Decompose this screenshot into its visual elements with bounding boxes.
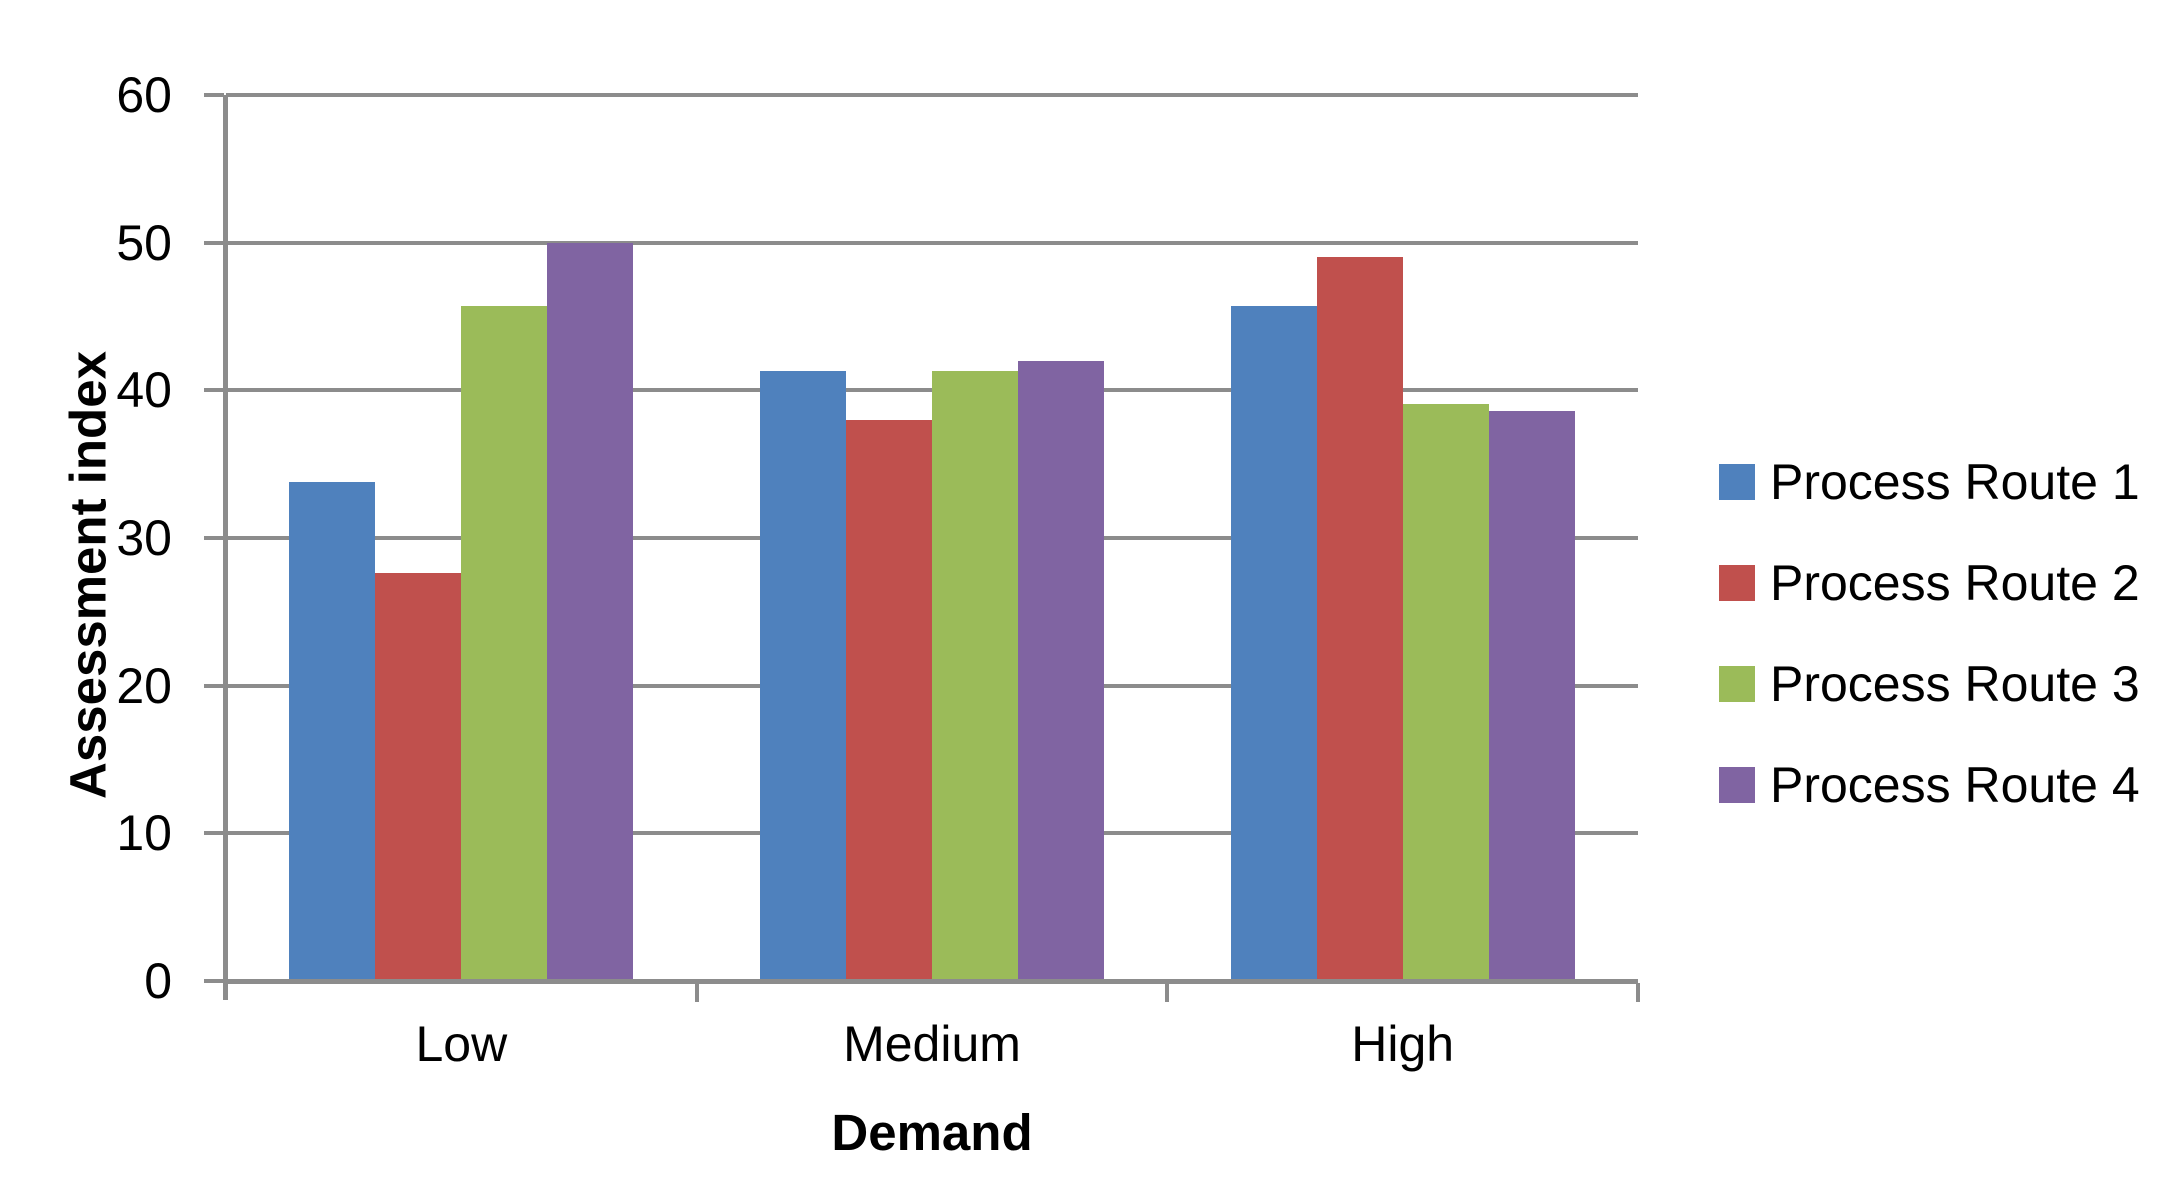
bar-process-route-1-medium [760,371,846,981]
bar-process-route-3-medium [932,371,1018,981]
x-axis-tick [1636,983,1640,1002]
x-category-label-medium: Medium [843,1016,1021,1072]
legend-label: Process Route 2 [1770,554,2140,611]
y-tick-label: 10 [116,805,172,862]
y-tick-label: 60 [116,67,172,123]
legend-label: Process Route 4 [1770,756,2140,813]
legend-entry: Process Route 1 [1719,457,2140,507]
bar-process-route-4-low [547,242,634,981]
y-tick-label: 30 [116,510,172,566]
y-axis-tick [204,536,224,540]
bar-process-route-3-high [1402,403,1489,981]
y-axis-tick [204,93,224,97]
legend-swatch-icon [1719,463,1755,500]
gridline [226,240,1638,245]
x-axis-title: Demand [831,1104,1033,1161]
y-tick-label: 40 [116,362,172,419]
y-axis-tick [204,831,224,836]
legend-swatch-icon [1719,665,1755,702]
bar-process-route-1-low [289,481,376,981]
bar-process-route-2-high [1316,257,1403,981]
y-tick-label: 20 [116,657,172,714]
bar-process-route-2-low [375,573,462,981]
bar-process-route-4-high [1488,411,1575,981]
legend: Process Route 1 Process Route 2 Process Ro… [1719,457,2140,867]
x-axis-line [223,979,1638,984]
y-tick-label: 0 [144,953,172,1009]
bar-process-route-1-high [1230,306,1317,981]
y-tick-label: 50 [116,214,172,271]
legend-swatch-icon [1719,766,1755,803]
x-axis-tick [1165,983,1170,1002]
bar-process-route-2-medium [846,419,932,981]
bar-process-route-4-medium [1018,360,1104,981]
x-axis-tick [694,983,699,1002]
bar-process-route-3-low [461,306,548,981]
y-axis-line [223,95,228,1000]
y-axis-tick [204,240,224,245]
y-axis-tick [204,979,224,983]
legend-entry: Process Route 3 [1719,659,2140,709]
x-category-label-high: High [1351,1016,1455,1072]
legend-label: Process Route 1 [1770,453,2140,510]
gridline [226,93,1638,97]
legend-label: Process Route 3 [1770,655,2140,712]
y-axis-tick [204,388,224,393]
y-axis-tick [204,683,224,688]
legend-entry: Process Route 4 [1719,760,2140,810]
x-category-label-low: Low [415,1016,508,1072]
legend-swatch-icon [1719,564,1755,601]
legend-entry: Process Route 2 [1719,558,2140,608]
